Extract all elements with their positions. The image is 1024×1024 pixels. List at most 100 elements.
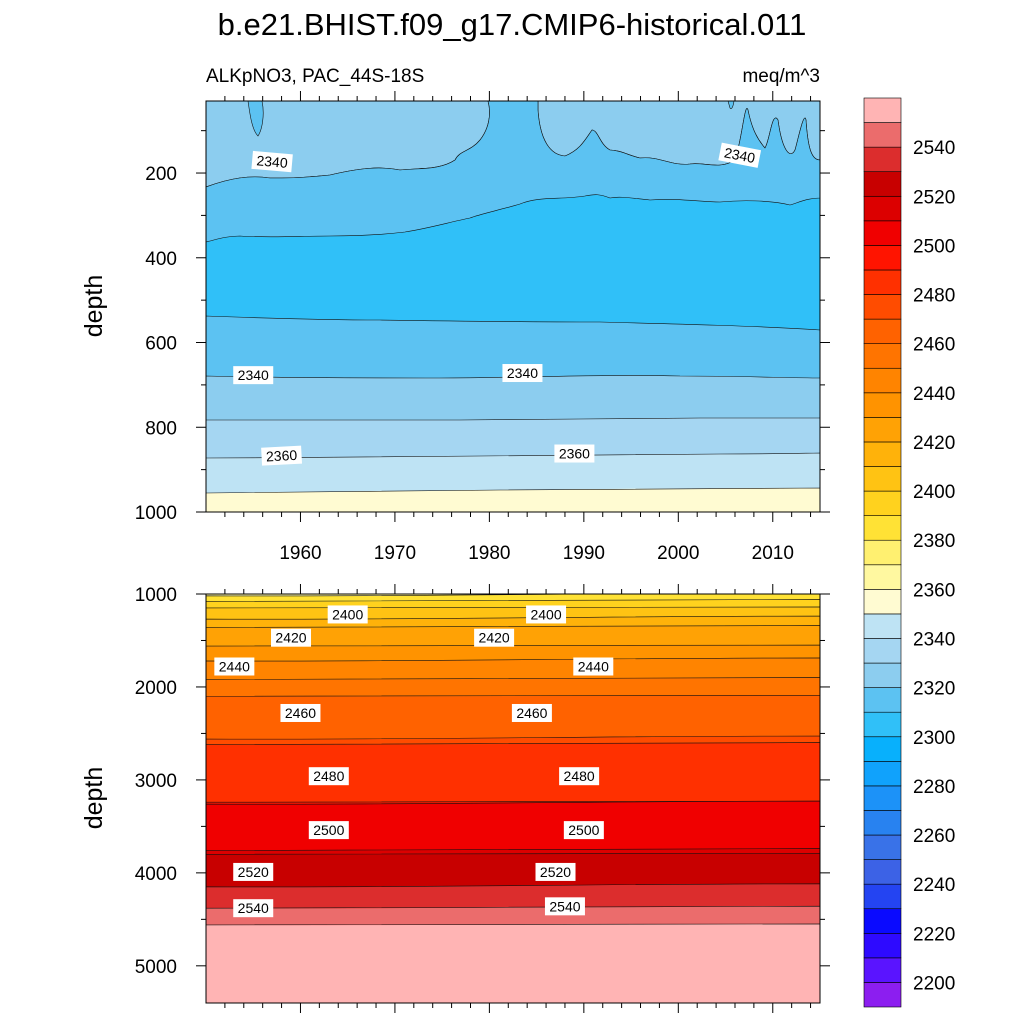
- y-tick-label: 4000: [135, 864, 177, 885]
- x-tick-label: 1990: [563, 543, 605, 564]
- chart-title: b.e21.BHIST.f09_g17.CMIP6-historical.011: [218, 7, 807, 42]
- contour-label-text: 2400: [530, 606, 561, 622]
- contour-label-box: [233, 366, 274, 385]
- lower-panel-frame: [205, 593, 821, 1004]
- colorbar-swatch: [863, 687, 902, 713]
- contour-label: 2340: [718, 142, 762, 168]
- colorbar-swatch: [863, 883, 902, 910]
- band-2370-2380: [206, 487, 820, 512]
- contour-label-text: 2340: [723, 144, 757, 166]
- contour-label: 2420: [474, 628, 515, 647]
- contour-label-text: 2360: [266, 447, 298, 465]
- colorbar-label: 2520: [913, 187, 955, 208]
- colorbar-label: 2300: [913, 728, 955, 749]
- upper-depth-panel: 200 400 600 800 1000 2340 2340 2340 2340 2360 236…: [80, 91, 830, 524]
- contour-label-box: [327, 605, 368, 624]
- contour-label: 2520: [233, 862, 274, 881]
- colorbar-swatch: [863, 515, 902, 541]
- upper-y-axis-label: depth: [80, 275, 108, 338]
- contour-label: 2460: [511, 703, 552, 722]
- contour-label-text: 2540: [549, 898, 580, 914]
- contour-label-box: [526, 605, 567, 624]
- colorbar-label: 2420: [913, 433, 955, 454]
- colorbar-swatch: [863, 269, 902, 295]
- contour-label-text: 2480: [313, 768, 344, 784]
- lower-y-axis-label: depth: [80, 767, 108, 830]
- y-tick-label: 200: [145, 164, 177, 185]
- contour-label-box: [308, 821, 349, 840]
- contour-label-box: [261, 445, 303, 466]
- contour-label-text: 2520: [540, 864, 571, 880]
- contour-label-text: 2520: [238, 864, 269, 880]
- colorbar-swatch: [863, 908, 902, 934]
- contour-label: 2480: [308, 767, 349, 786]
- contour-label-box: [233, 862, 274, 881]
- contour-label: 2500: [563, 821, 604, 840]
- colorbar-label: 2220: [913, 924, 955, 945]
- colorbar-swatch: [863, 957, 902, 983]
- contour-label-text: 2360: [559, 446, 590, 462]
- colorbar-swatch: [863, 220, 902, 246]
- colorbar-swatch: [863, 245, 902, 271]
- contour-label-text: 2420: [479, 630, 510, 646]
- contour-label-text: 2480: [564, 768, 595, 784]
- right-subtitle: meq/m^3: [742, 66, 820, 87]
- colorbar-label: 2320: [913, 679, 955, 700]
- colorbar-swatch: [863, 761, 902, 787]
- colorbar-swatch: [863, 785, 902, 811]
- contour-label-box: [511, 703, 552, 722]
- colorbar-swatch: [863, 146, 902, 173]
- contour-label: 2400: [526, 605, 567, 624]
- colorbar-swatch: [863, 171, 902, 197]
- band-2330-2340-top: [206, 101, 820, 243]
- colorbar-label: 2200: [913, 973, 955, 994]
- colorbar-label: 2480: [913, 286, 955, 307]
- contour-label-box: [544, 897, 585, 916]
- colorbar-swatch: [863, 122, 902, 148]
- contour-label-box: [502, 364, 543, 383]
- x-tick-label: 2010: [752, 543, 794, 564]
- contour-label-text: 2440: [219, 659, 250, 675]
- contour-2340-island: [247, 101, 264, 137]
- colorbar-swatch: [863, 417, 902, 443]
- colorbar-swatch: [863, 539, 902, 566]
- colorbar-swatch: [863, 859, 902, 885]
- colorbar-swatch: [863, 367, 902, 394]
- colorbar-swatch: [863, 318, 902, 344]
- contour-label-text: 2340: [256, 152, 289, 171]
- contour-label-text: 2460: [285, 705, 316, 721]
- contour-label: 2540: [544, 897, 585, 916]
- contour-label-box: [554, 444, 595, 463]
- contour-label-box: [563, 821, 604, 840]
- colorbar-swatch: [863, 982, 902, 1008]
- contour-label: 2440: [214, 657, 255, 676]
- y-tick-label: 5000: [135, 957, 177, 978]
- colorbar-swatch: [863, 343, 902, 369]
- colorbar-swatch: [863, 932, 902, 959]
- colorbar-swatch: [863, 466, 902, 492]
- contour-label: 2340: [233, 366, 274, 385]
- contour-label: 2420: [271, 628, 312, 647]
- contour-label-box: [559, 767, 600, 786]
- colorbar-label: 2240: [913, 875, 955, 896]
- contour-label-text: 2400: [332, 606, 363, 622]
- y-tick-label: 1000: [135, 503, 177, 524]
- contour-label-box: [214, 657, 255, 676]
- contour-label-box: [535, 862, 576, 881]
- contour-label-box: [718, 142, 762, 168]
- colorbar-label: 2440: [913, 384, 955, 405]
- contour-label-text: 2500: [313, 822, 344, 838]
- contour-label: 2440: [573, 657, 614, 676]
- lower-depth-panel: 1000 2000 3000 4000 5000 2400 2400 2420 2420 244…: [80, 584, 830, 1013]
- colorbar-swatch: [863, 638, 902, 664]
- colorbar-swatch: [863, 589, 902, 615]
- colorbar-swatch: [863, 441, 902, 467]
- contour-label: 2520: [535, 862, 576, 881]
- y-tick-label: 1000: [135, 585, 177, 606]
- y-tick-label: 3000: [135, 771, 177, 792]
- x-tick-label: 1980: [468, 543, 510, 564]
- colorbar: 2200 2220 2240 2260 2280 2300 2320 2340 2360 2380…: [863, 97, 955, 1008]
- colorbar-label: 2360: [913, 580, 955, 601]
- colorbar-label: 2540: [913, 138, 955, 159]
